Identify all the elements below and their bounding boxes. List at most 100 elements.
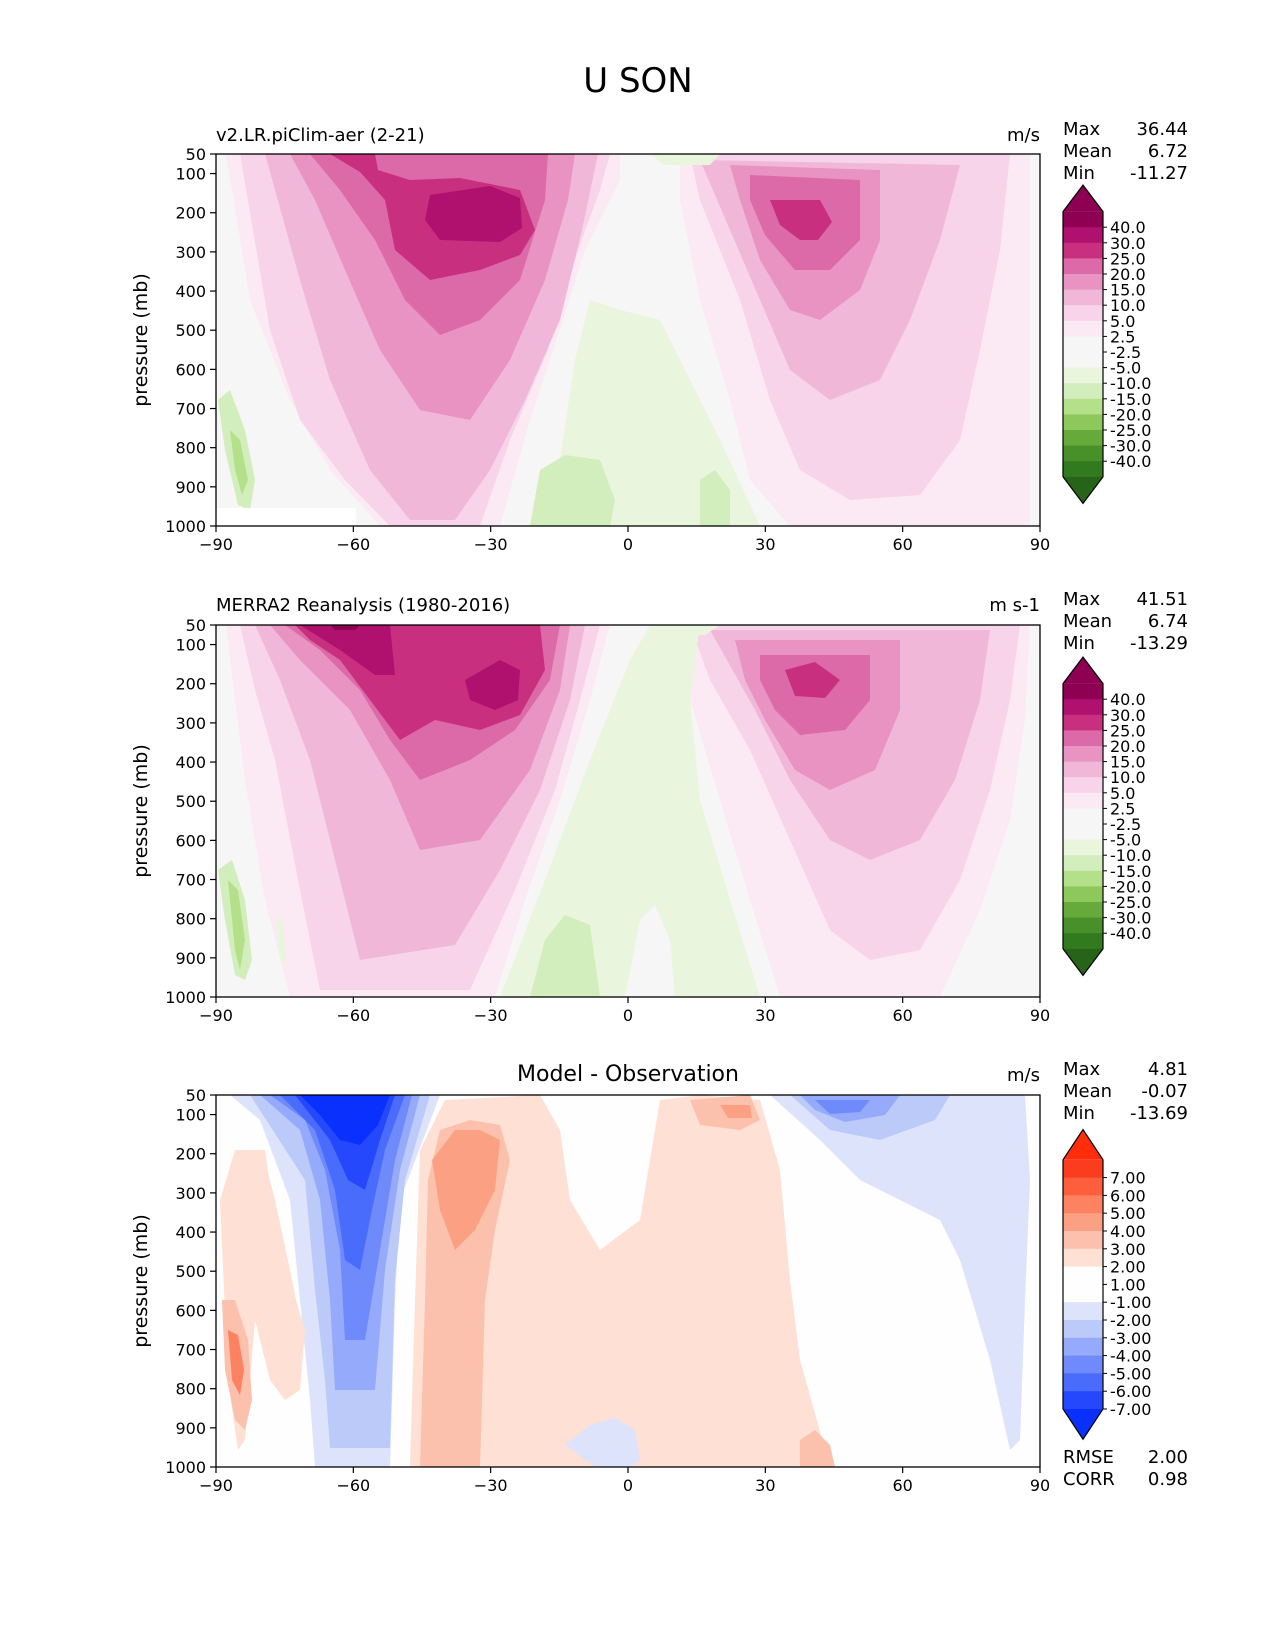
x-tick-label: 0 bbox=[623, 535, 633, 554]
plot-area bbox=[216, 625, 1040, 997]
colorbar-tick-label: 5.0 bbox=[1110, 784, 1135, 803]
stat-label-mean: Mean bbox=[1063, 1081, 1112, 1102]
colorbar-tick-label: 10.0 bbox=[1110, 296, 1146, 315]
colorbar-tick-label: 3.00 bbox=[1110, 1240, 1146, 1259]
colorbar-tick-label: -5.0 bbox=[1110, 831, 1141, 850]
colorbar-tick-label: 2.5 bbox=[1110, 327, 1135, 346]
y-tick-label: 200 bbox=[175, 1145, 206, 1164]
x-tick-label: −30 bbox=[474, 1006, 508, 1025]
panel-left-label: MERRA2 Reanalysis (1980-2016) bbox=[216, 595, 510, 616]
colorbar-tick-label: -10.0 bbox=[1110, 846, 1151, 865]
colorbar-swatch bbox=[1063, 242, 1103, 259]
colorbar-swatch bbox=[1063, 461, 1103, 478]
colorbar-extend-min bbox=[1063, 1409, 1103, 1440]
colorbar-tick-label: 30.0 bbox=[1110, 234, 1146, 253]
colorbar-tick-label: 15.0 bbox=[1110, 753, 1146, 772]
y-tick-label: 1000 bbox=[165, 517, 206, 536]
colorbar-swatch bbox=[1063, 1284, 1103, 1303]
colorbar-swatch bbox=[1063, 367, 1103, 384]
stats-block: Max 41.51 Mean 6.74 Min -13.29 bbox=[1063, 589, 1188, 654]
colorbar-tick-label: -7.00 bbox=[1110, 1400, 1151, 1419]
stats-block: Max 4.81 Mean -0.07 Min -13.69 bbox=[1063, 1059, 1188, 1124]
colorbar-swatch bbox=[1063, 761, 1103, 778]
colorbar-tick-label: 7.00 bbox=[1110, 1169, 1146, 1188]
contour-peak bbox=[330, 625, 360, 630]
colorbar-swatch bbox=[1063, 933, 1103, 950]
y-tick-label: 500 bbox=[175, 321, 206, 340]
colorbar-tick-label: 25.0 bbox=[1110, 249, 1146, 268]
stat-label-corr: CORR bbox=[1063, 1469, 1115, 1490]
y-tick-label: 200 bbox=[175, 675, 206, 694]
colorbar-swatch bbox=[1063, 917, 1103, 934]
stat-label-max: Max bbox=[1063, 1059, 1101, 1080]
y-tick-label: 600 bbox=[175, 831, 206, 850]
colorbar-swatch bbox=[1063, 792, 1103, 809]
colorbar-swatch bbox=[1063, 777, 1103, 794]
colorbar-tick-label: 15.0 bbox=[1110, 281, 1146, 300]
colorbar-swatch bbox=[1063, 730, 1103, 747]
x-tick-label: 30 bbox=[755, 1476, 775, 1495]
x-tick-label: 60 bbox=[892, 535, 912, 554]
x-tick-label: −30 bbox=[474, 1476, 508, 1495]
colorbar-swatch bbox=[1063, 839, 1103, 856]
colorbar: 40.030.025.020.015.010.05.02.5-2.5-5.0-1… bbox=[1062, 184, 1151, 505]
y-tick-label: 700 bbox=[175, 1341, 206, 1360]
colorbar-swatch bbox=[1063, 1266, 1103, 1285]
x-tick-label: 30 bbox=[755, 535, 775, 554]
units-label: m/s bbox=[1007, 125, 1040, 146]
x-tick-label: −30 bbox=[474, 535, 508, 554]
colorbar-tick-label: 20.0 bbox=[1110, 265, 1146, 284]
y-tick-label: 800 bbox=[175, 910, 206, 929]
colorbar-tick-label: -30.0 bbox=[1110, 437, 1151, 456]
stat-label-mean: Mean bbox=[1063, 611, 1112, 632]
panel-title: Model - Observation bbox=[517, 1062, 739, 1087]
colorbar-tick-label: 10.0 bbox=[1110, 768, 1146, 787]
x-tick-label: 90 bbox=[1030, 1006, 1050, 1025]
colorbar-tick-label: 25.0 bbox=[1110, 721, 1146, 740]
x-tick-label: 0 bbox=[623, 1006, 633, 1025]
y-tick-label: 300 bbox=[175, 1184, 206, 1203]
colorbar-tick-label: -40.0 bbox=[1110, 452, 1151, 471]
colorbar-tick-label: 5.0 bbox=[1110, 312, 1135, 331]
y-tick-label: 600 bbox=[175, 360, 206, 379]
y-axis-label: pressure (mb) bbox=[130, 1214, 152, 1348]
y-tick-label: 900 bbox=[175, 478, 206, 497]
colorbar-swatch bbox=[1063, 746, 1103, 763]
colorbar-swatch bbox=[1063, 320, 1103, 337]
colorbar-swatch bbox=[1063, 808, 1103, 825]
plot-area bbox=[216, 1095, 1040, 1467]
stat-value-min: -11.27 bbox=[1130, 163, 1188, 184]
y-tick-label: 200 bbox=[175, 204, 206, 223]
colorbar-tick-label: -20.0 bbox=[1110, 877, 1151, 896]
contour-jet-core-upper bbox=[300, 625, 395, 675]
x-tick-label: 90 bbox=[1030, 535, 1050, 554]
colorbar-swatch bbox=[1063, 1373, 1103, 1392]
contour-negative-right-4 bbox=[815, 1100, 870, 1114]
colorbar-extend-min bbox=[1063, 476, 1103, 504]
stat-label-min: Min bbox=[1063, 633, 1095, 654]
colorbar-swatch bbox=[1063, 398, 1103, 415]
contour-positive-2-right bbox=[800, 1430, 835, 1467]
colorbar-swatch bbox=[1063, 870, 1103, 887]
contour-positive-1-strip bbox=[248, 1150, 300, 1330]
contour-jet-core bbox=[465, 660, 520, 710]
stat-value-min: -13.29 bbox=[1130, 633, 1188, 654]
y-tick-label: 300 bbox=[175, 243, 206, 262]
y-tick-label: 900 bbox=[175, 1419, 206, 1438]
x-tick-label: −90 bbox=[199, 535, 233, 554]
contour-positive-right-25 bbox=[770, 200, 832, 240]
colorbar-extend-min bbox=[1063, 948, 1103, 976]
colorbar-tick-label: 20.0 bbox=[1110, 737, 1146, 756]
panel-left-label: v2.LR.piClim-aer (2-21) bbox=[216, 125, 425, 146]
contour-jet-core bbox=[425, 186, 522, 242]
stats-block: Max 36.44 Mean 6.72 Min -11.27 bbox=[1063, 119, 1188, 184]
y-tick-label: 600 bbox=[175, 1301, 206, 1320]
colorbar-tick-label: -40.0 bbox=[1110, 924, 1151, 943]
colorbar-swatch bbox=[1063, 1213, 1103, 1232]
colorbar-tick-label: -15.0 bbox=[1110, 390, 1151, 409]
